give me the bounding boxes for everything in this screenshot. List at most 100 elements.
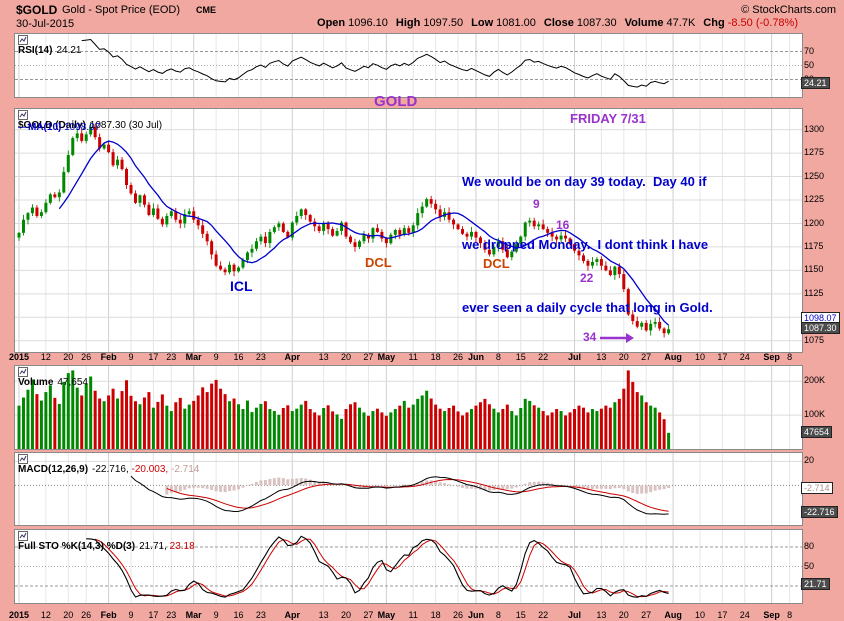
date-label: Jul [567, 352, 582, 362]
annotation-gold: GOLD [374, 93, 418, 110]
annotation-dcl-2: DCL [483, 256, 510, 271]
axis-label: 1175 [804, 240, 824, 251]
date-label: 10 [694, 610, 706, 620]
volume-plot [15, 366, 802, 449]
date-label: Jul [567, 610, 582, 620]
date-label: 11 [408, 352, 418, 362]
date-label: 27 [363, 352, 374, 362]
date-label: Sep [763, 352, 780, 362]
quote-label-close: Close [543, 17, 574, 29]
date-label: 9 [128, 352, 134, 362]
date-label: Mar [185, 352, 202, 362]
stochastics-panel: Full STO %K(14,3) %D(3) 21.71, 23.18 [14, 529, 803, 604]
date-label: 23 [255, 352, 266, 362]
date-label: 15 [515, 610, 526, 620]
date-label: 22 [538, 352, 549, 362]
date-label: 2015 [8, 352, 30, 362]
date-label: 20 [618, 610, 629, 620]
rsi-panel: RSI(14) 24.21 [14, 33, 803, 98]
date-label: 23 [166, 610, 177, 620]
macd-plot [15, 453, 802, 525]
annotation-dcl-1: DCL [365, 255, 392, 270]
date-label: Aug [664, 610, 682, 620]
panel-type-icon [18, 35, 28, 45]
axis-label: 1275 [804, 147, 825, 158]
rsi-value: 24.21 [56, 45, 82, 56]
indicator-value: -20.003, [131, 464, 171, 475]
value-badge: 1087.30 [801, 322, 840, 335]
date-label: 26 [452, 352, 464, 362]
axis-label: 200K [804, 375, 826, 386]
macd-panel: MACD(12,26,9) -22.716, -20.003, -2.714 [14, 452, 803, 526]
axis-label: 70 [804, 45, 815, 56]
date-label: 20 [63, 610, 74, 620]
quote-line: Open 1096.10 High 1097.50 Low 1081.00 Close 108… [280, 17, 798, 29]
value-badge: -22.716 [801, 505, 838, 518]
quote-value-volume: 47.7K [666, 17, 696, 29]
rsi-plot [15, 34, 802, 97]
ma-label: MA(10) [28, 122, 62, 133]
axis-label: 1200 [804, 217, 825, 228]
price-panel: $GOLD (Daily) 1087.30 (30 Jul) —MA(10) 10… [14, 108, 803, 353]
quote-label-low: Low [471, 17, 494, 29]
rsi-label: RSI(14) 24.21 [18, 35, 81, 56]
date-label: 17 [148, 352, 159, 362]
annotation-day-9: 9 [533, 197, 540, 211]
value-badge: -2.714 [801, 481, 833, 494]
date-label: 22 [538, 610, 549, 620]
stochastics-plot [15, 530, 802, 603]
volume-title: Volume [18, 377, 54, 388]
axis-label: 100K [804, 409, 826, 420]
date-label: 10 [694, 352, 706, 362]
date-label: 15 [515, 352, 526, 362]
date-label: 9 [213, 610, 219, 620]
date-label: 2015 [8, 610, 30, 620]
date-label: 27 [641, 610, 652, 620]
annotation-friday-7-31: FRIDAY 7/31 [570, 111, 646, 126]
quote-value-low: 1081.00 [496, 17, 536, 29]
axis-label: 1225 [804, 194, 825, 204]
indicator-value: -2.714 [171, 464, 200, 475]
price-value: 1087.30 (30 Jul) [89, 120, 163, 131]
date-label: 20 [63, 352, 74, 362]
date-label: 16 [233, 610, 244, 620]
date-label: 26 [81, 610, 92, 620]
date-label: 13 [596, 610, 607, 620]
date-label: Aug [664, 352, 682, 362]
date-label: 13 [318, 610, 329, 620]
date-label: Apr [284, 610, 301, 620]
date-label: 24 [739, 352, 750, 362]
ma-value: 1098.07 [64, 122, 101, 133]
indicator-value: 23.18 [169, 541, 195, 552]
quote-label-chg: Chg [703, 17, 725, 29]
quote-label-high: High [395, 17, 421, 29]
quote-value-chg: -8.50 (-0.78%) [727, 17, 798, 29]
volume-panel: Volume 47,654 [14, 365, 803, 450]
exchange: CME [196, 5, 216, 15]
indicator-value: -22.716, [92, 464, 132, 475]
copyright: © StockCharts.com [741, 4, 836, 16]
date-label: 20 [340, 610, 352, 620]
date-label: 8 [495, 352, 501, 362]
date-label: May [377, 610, 396, 620]
date-axis-bottom: 2015 12 20 26 Feb 9 17 23 Mar 9 16 23 Apr 13 20 27 May 11… [0, 610, 844, 621]
axis-label: 1075 [804, 334, 825, 345]
symbol: $GOLD [16, 3, 58, 17]
panel-type-icon [18, 110, 28, 120]
axis-label: 1250 [804, 170, 825, 181]
date-label: 18 [430, 352, 441, 362]
date-label: 27 [641, 352, 652, 362]
date-label: 23 [255, 610, 266, 620]
macd-label: MACD(12,26,9) -22.716, -20.003, -2.714 [18, 454, 199, 475]
note-line-1: We would be on day 39 today. Day 40 if [462, 174, 707, 189]
date-label: 13 [318, 352, 329, 362]
rsi-title: RSI(14) [18, 45, 53, 56]
date-label: 26 [81, 352, 92, 362]
date-label: Sep [763, 610, 780, 620]
date-label: 20 [618, 352, 629, 362]
date-label: 23 [166, 352, 177, 362]
stochastics-title: Full STO %K(14,3) %D(3) [18, 541, 136, 552]
quote-value-close: 1087.30 [576, 17, 617, 29]
axis-label: 1300 [804, 123, 825, 134]
